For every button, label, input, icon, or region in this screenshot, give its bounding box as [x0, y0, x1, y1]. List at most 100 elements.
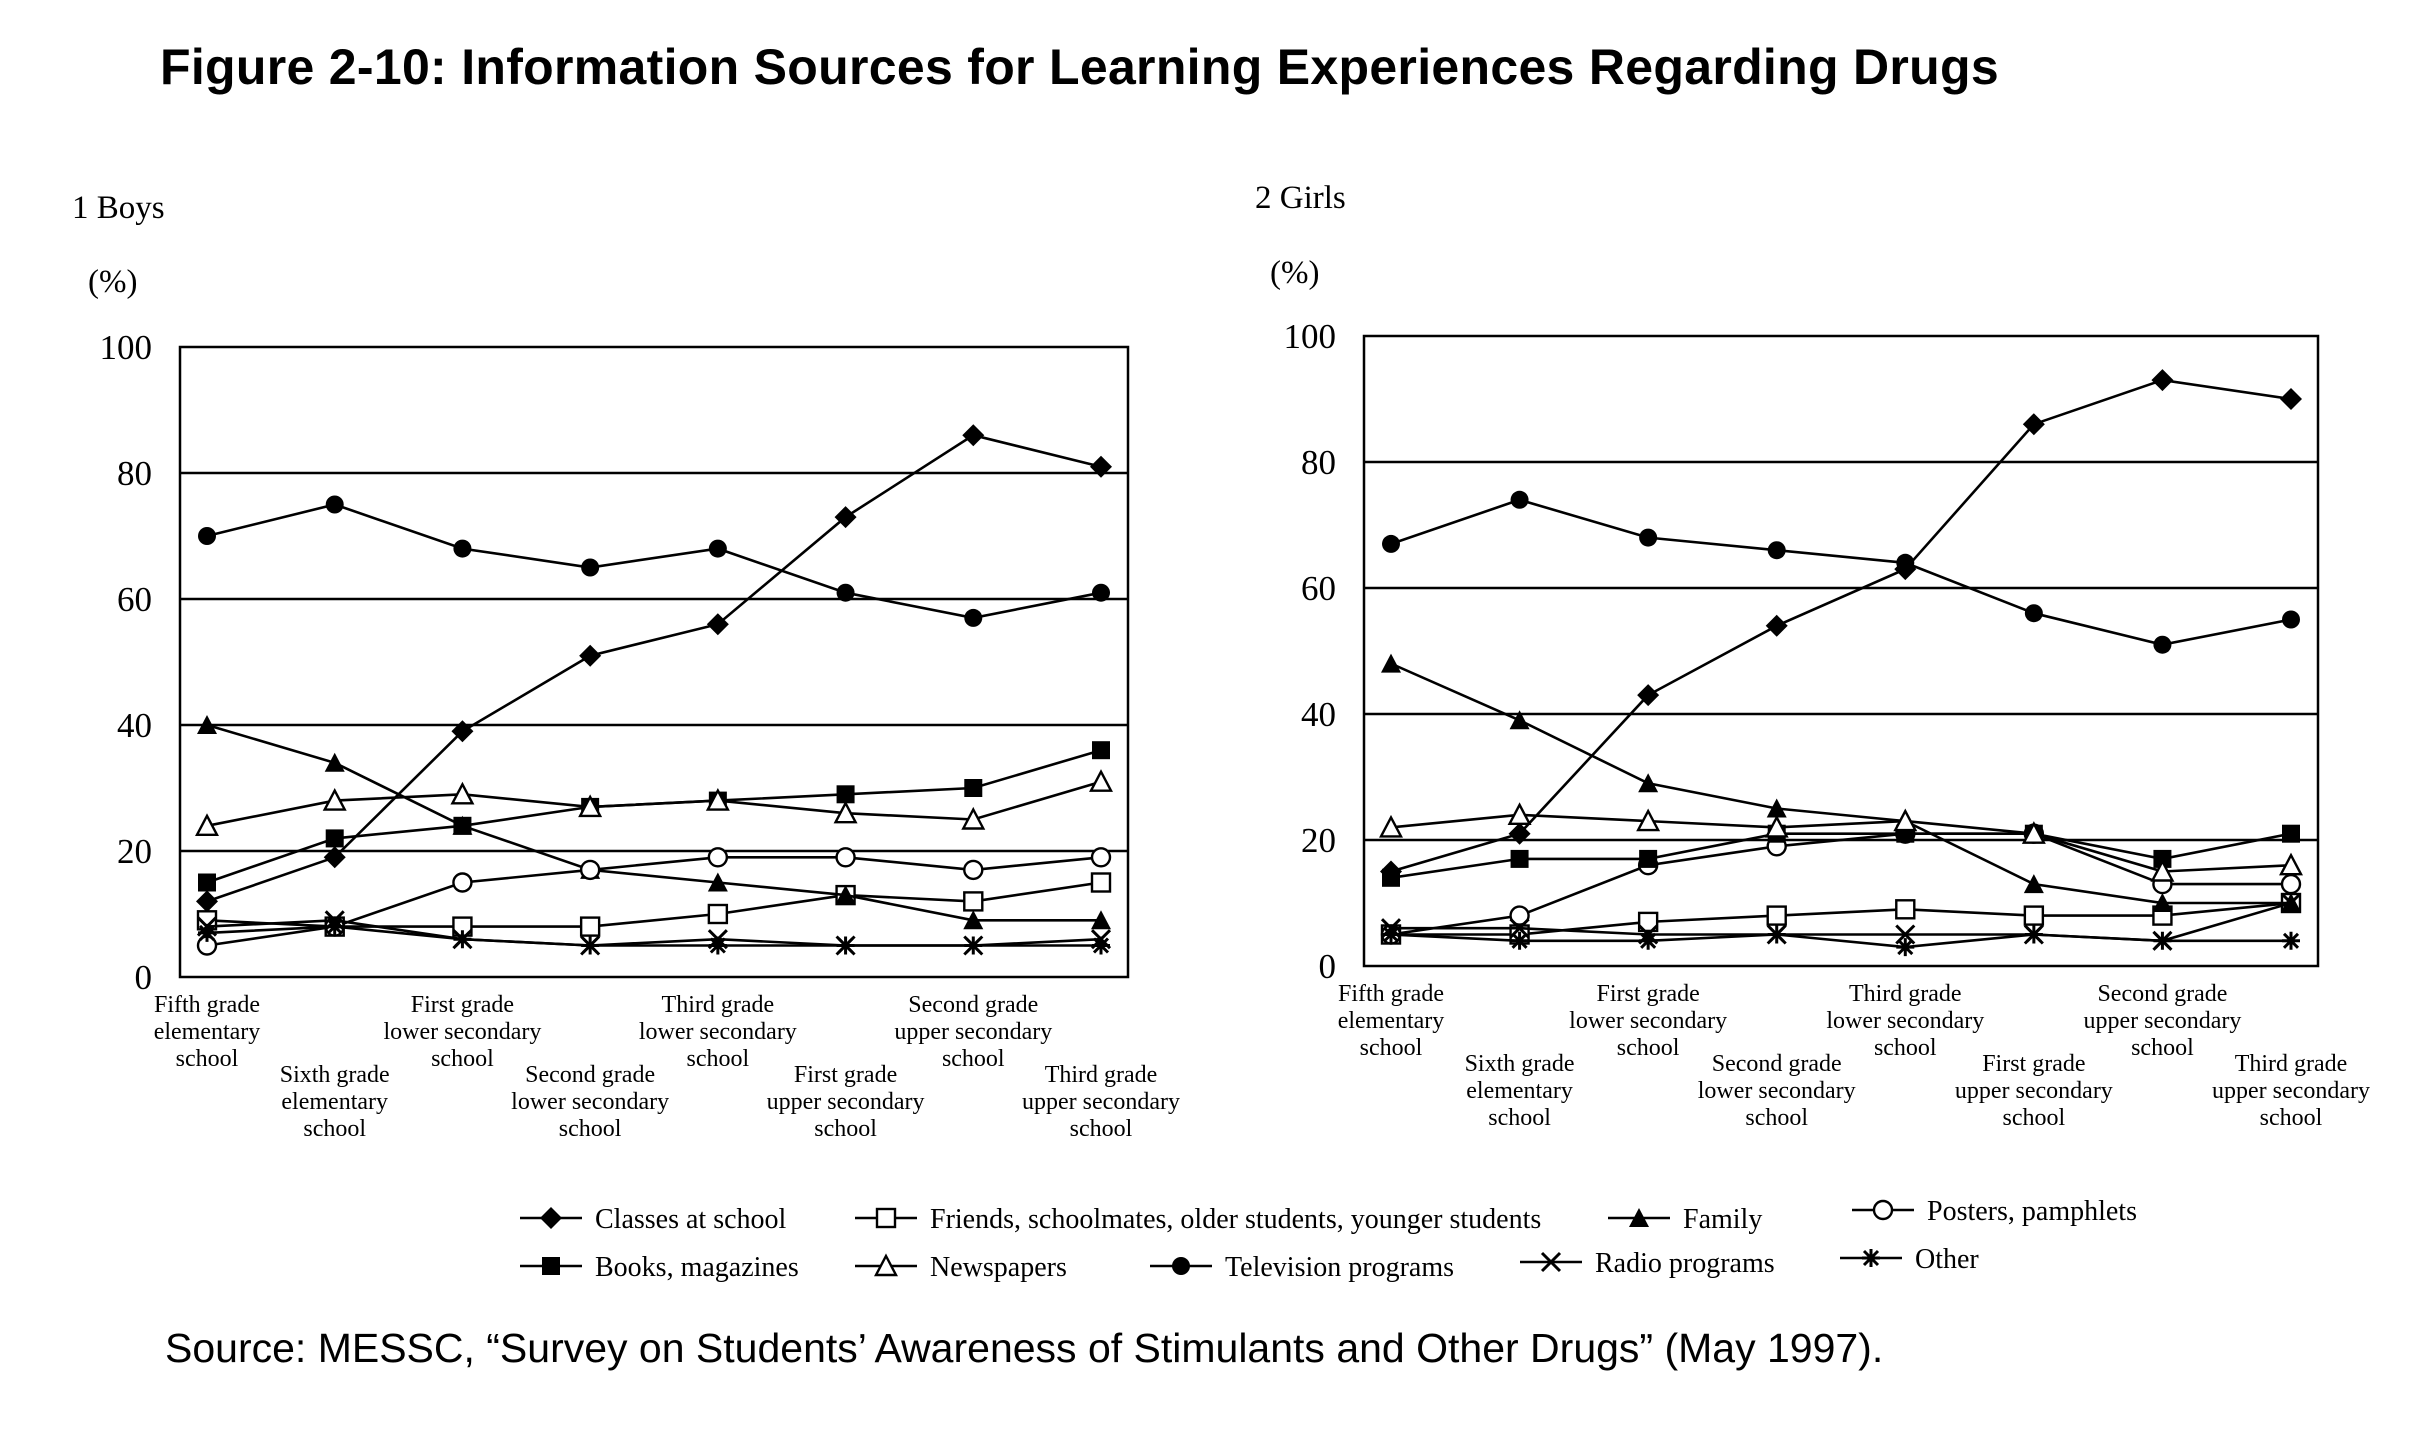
- x-category-label-line: First grade: [411, 992, 514, 1018]
- x-category-label-line: school: [2260, 1105, 2323, 1131]
- x-category-label-line: elementary: [281, 1089, 388, 1115]
- y-tick-label: 0: [135, 958, 153, 997]
- data-point-other-shape: [326, 918, 344, 936]
- data-point-family-shape: [1381, 654, 1401, 673]
- x-category-label: Third grade upper secondary school: [1022, 1062, 1180, 1142]
- x-category-label: First grade upper secondary school: [767, 1062, 925, 1142]
- data-point-television-programs: [1382, 535, 1400, 553]
- legend-label: Family: [1683, 1204, 1762, 1235]
- data-point-family-shape: [1638, 773, 1658, 792]
- x-category-label-line: school: [687, 1046, 750, 1072]
- data-point-television-programs: [709, 540, 727, 558]
- data-point-other-shape: [964, 937, 982, 955]
- data-point-posters-pamphlets: [709, 848, 727, 866]
- x-category-label-line: elementary: [154, 1019, 261, 1045]
- x-category-label-line: school: [1617, 1035, 1680, 1061]
- data-point-other-shape: [2025, 926, 2043, 944]
- data-point-other-shape: [1092, 937, 1110, 955]
- data-point-books-magazines: [1511, 850, 1529, 868]
- x-category-label-line: First grade: [794, 1062, 897, 1088]
- data-point-classes-at-school-shape: [579, 645, 601, 667]
- data-point-other-shape: [1768, 926, 1786, 944]
- y-axis-unit: (%): [88, 264, 137, 300]
- data-point-books-magazines: [837, 785, 855, 803]
- data-point-classes-at-school-shape: [1766, 615, 1788, 637]
- panel-title: 2 Girls: [1255, 180, 1346, 216]
- data-point-books-magazines-shape: [1511, 850, 1529, 868]
- data-point-books-magazines-shape: [198, 874, 216, 892]
- x-category-label: First grade lower secondary school: [1569, 981, 1727, 1061]
- data-point-classes-at-school-shape: [2151, 369, 2173, 391]
- x-category-label-line: lower secondary: [511, 1089, 669, 1115]
- data-point-other: [1639, 932, 1657, 950]
- data-point-classes-at-school: [2280, 388, 2302, 410]
- data-point-television-programs-shape: [1768, 541, 1786, 559]
- legend-item-newspapers: Newspapers: [855, 1252, 1067, 1283]
- data-point-television-programs-shape: [326, 496, 344, 514]
- y-tick-label: 20: [1301, 821, 1336, 860]
- data-point-television-programs-shape: [581, 559, 599, 577]
- data-point-television-programs-shape: [2025, 604, 2043, 622]
- x-category-label-line: elementary: [1338, 1008, 1445, 1034]
- data-point-posters-pamphlets: [581, 861, 599, 879]
- legend-item-books-magazines: Books, magazines: [520, 1252, 799, 1283]
- data-point-posters-pamphlets-shape: [453, 874, 471, 892]
- legend-marker: [877, 1209, 895, 1227]
- x-category-label-line: school: [1360, 1035, 1423, 1061]
- data-point-other: [2153, 932, 2171, 950]
- x-category-label: Second grade lower secondary school: [511, 1062, 669, 1142]
- x-category-label-line: Second grade: [525, 1062, 655, 1088]
- data-point-other: [964, 937, 982, 955]
- y-tick-label: 40: [1301, 695, 1336, 734]
- legend-marker: [542, 1257, 560, 1275]
- data-point-other: [1768, 926, 1786, 944]
- data-point-television-programs-shape: [1639, 529, 1657, 547]
- x-category-label: Fifth grade elementary school: [1338, 981, 1445, 1061]
- data-point-books-magazines: [326, 829, 344, 847]
- legend-item-other: Other: [1840, 1244, 1979, 1275]
- data-point-television-programs: [1092, 584, 1110, 602]
- data-point-books-magazines: [1639, 850, 1657, 868]
- x-category-label-line: school: [1874, 1035, 1937, 1061]
- plot-frame: [180, 347, 1128, 977]
- data-point-other-shape: [2153, 932, 2171, 950]
- data-point-friends-schoolmates-older-students-younger-students: [1768, 907, 1786, 925]
- data-point-books-magazines-shape: [1382, 869, 1400, 887]
- data-point-television-programs-shape: [1511, 491, 1529, 509]
- data-point-other-shape: [1896, 938, 1914, 956]
- data-point-other-shape: [1382, 926, 1400, 944]
- data-point-posters-pamphlets-shape: [837, 848, 855, 866]
- data-point-friends-schoolmates-older-students-younger-students-shape: [581, 918, 599, 936]
- data-point-television-programs-shape: [837, 584, 855, 602]
- data-point-friends-schoolmates-older-students-younger-students-shape: [1896, 900, 1914, 918]
- data-point-books-magazines-shape: [837, 785, 855, 803]
- data-point-other-shape: [1511, 932, 1529, 950]
- data-point-friends-schoolmates-older-students-younger-students-shape: [709, 905, 727, 923]
- data-point-other: [1511, 932, 1529, 950]
- data-point-posters-pamphlets: [453, 874, 471, 892]
- data-point-family: [2024, 874, 2044, 893]
- x-category-label: Sixth grade elementary school: [1465, 1051, 1575, 1131]
- data-point-classes-at-school: [962, 424, 984, 446]
- data-point-classes-at-school: [579, 645, 601, 667]
- data-point-family: [325, 753, 345, 772]
- data-point-friends-schoolmates-older-students-younger-students-shape: [964, 892, 982, 910]
- x-category-label-line: school: [559, 1116, 622, 1142]
- y-tick-label: 40: [117, 706, 152, 745]
- data-point-friends-schoolmates-older-students-younger-students: [964, 892, 982, 910]
- legend-label: Classes at school: [595, 1204, 787, 1235]
- legend-item-family: Family: [1608, 1204, 1762, 1235]
- chart-legend: Classes at school Friends, schoolmates, o…: [520, 1196, 2137, 1283]
- x-category-label-line: upper secondary: [1022, 1089, 1180, 1115]
- x-category-label: First grade lower secondary school: [383, 992, 541, 1072]
- legend-item-television-programs: Television programs: [1150, 1252, 1454, 1283]
- data-point-other: [1896, 938, 1914, 956]
- legend-marker: [1172, 1257, 1190, 1275]
- data-point-classes-at-school-shape: [1090, 456, 1112, 478]
- series-television-programs: [1382, 491, 2300, 654]
- x-category-label-line: lower secondary: [639, 1019, 797, 1045]
- figure-canvas: 1 Boys(%)020406080100Fifth grade elementa…: [0, 0, 2430, 1440]
- data-point-posters-pamphlets-shape: [1092, 848, 1110, 866]
- x-category-label-line: Sixth grade: [1465, 1051, 1575, 1077]
